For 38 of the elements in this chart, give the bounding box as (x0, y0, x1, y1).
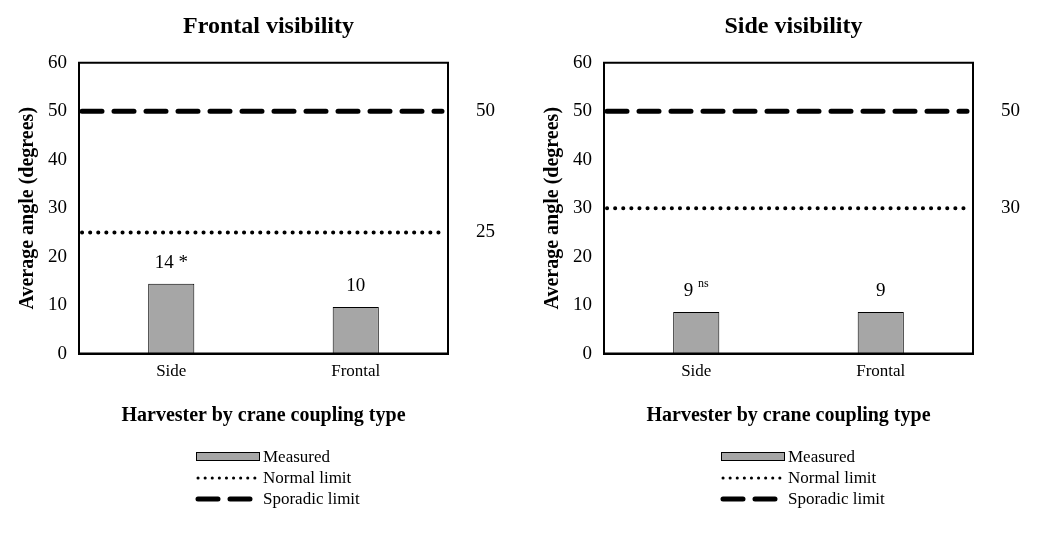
x-tick-label: Frontal (331, 361, 381, 381)
y-tick-label: 40 (48, 147, 67, 169)
y2-tick-label: 50 (1001, 99, 1020, 121)
chart-title: Side visibility (724, 11, 863, 38)
y2-tick-label: 25 (476, 220, 495, 242)
x-axis-title: Harvester by crane coupling type (646, 403, 931, 427)
legend-label: Normal limit (263, 467, 352, 488)
legend-label: Normal limit (788, 467, 877, 488)
y-tick-label: 60 (573, 50, 592, 72)
data-label: 10 (346, 274, 366, 296)
legend-label: Measured (788, 446, 856, 467)
y-tick-label: 10 (573, 293, 592, 315)
x-tick-label: Side (681, 361, 712, 381)
y-axis-title: Average angle (degrees) (540, 106, 564, 310)
legend-label: Measured (263, 446, 331, 467)
y2-tick-label: 50 (476, 99, 495, 121)
x-tick-label: Side (156, 361, 187, 381)
y-axis-title: Average angle (degrees) (15, 106, 39, 310)
data-label: 9 ns (683, 275, 710, 300)
y-tick-label: 20 (48, 244, 67, 266)
x-axis-title: Harvester by crane coupling type (121, 403, 406, 427)
y-tick-label: 0 (57, 341, 67, 363)
y-tick-label: 60 (48, 50, 67, 72)
y-tick-label: 30 (48, 196, 67, 218)
x-tick-label: Frontal (856, 361, 906, 381)
data-label: 14 * (154, 250, 188, 272)
y-tick-label: 40 (573, 147, 592, 169)
y-tick-label: 50 (573, 99, 592, 121)
y2-tick-label: 30 (1001, 196, 1020, 218)
y-tick-label: 0 (582, 341, 592, 363)
data-label: 9 (876, 278, 886, 300)
legend-label: Sporadic limit (263, 488, 360, 509)
y-tick-label: 30 (573, 196, 592, 218)
y-tick-label: 10 (48, 293, 67, 315)
chart-title: Frontal visibility (183, 11, 354, 38)
legend-label: Sporadic limit (788, 488, 885, 509)
y-tick-label: 20 (573, 244, 592, 266)
y-tick-label: 50 (48, 99, 67, 121)
